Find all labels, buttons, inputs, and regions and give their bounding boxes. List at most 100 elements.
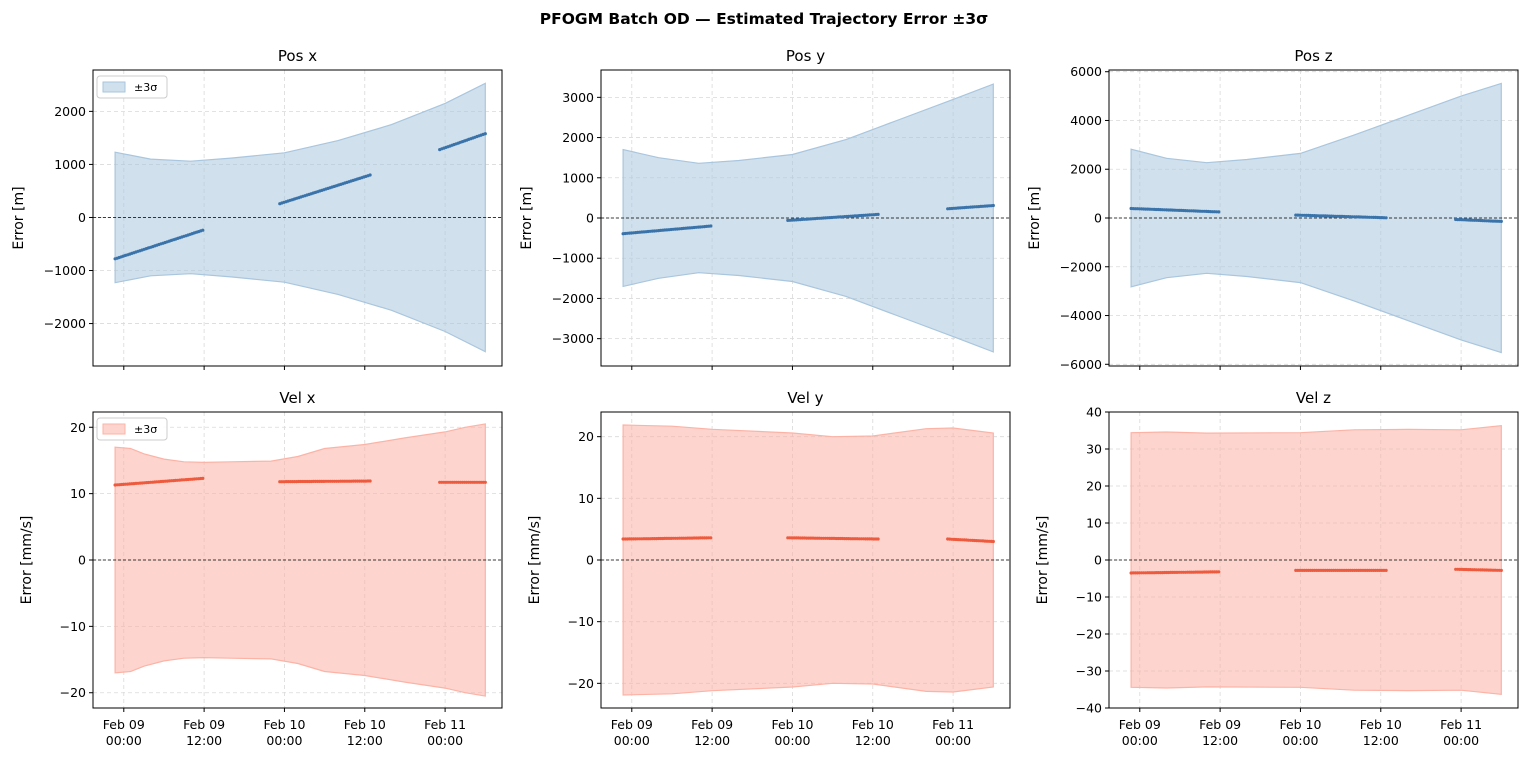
y-tick-label: −20 xyxy=(568,676,594,691)
y-tick-label: 20 xyxy=(578,429,594,444)
y-axis-label: Error [m] xyxy=(519,186,535,249)
residual-point xyxy=(876,537,880,541)
y-tick-label: −30 xyxy=(1076,664,1102,679)
y-tick-label: 10 xyxy=(1086,516,1102,531)
y-tick-label: −3000 xyxy=(552,331,594,346)
y-tick-label: 20 xyxy=(1086,479,1102,494)
x-tick-label: 12:00 xyxy=(1363,733,1399,748)
x-tick-label: Feb 11 xyxy=(932,717,974,732)
subplot-title: Pos x xyxy=(278,47,317,65)
y-tick-label: 10 xyxy=(578,491,594,506)
x-tick-label: 12:00 xyxy=(186,733,222,748)
y-axis-label: Error [mm/s] xyxy=(527,516,543,605)
y-tick-label: −20 xyxy=(1076,627,1102,642)
y-tick-label: 2000 xyxy=(1070,162,1102,177)
x-tick-label: 00:00 xyxy=(1443,733,1479,748)
x-tick-label: Feb 10 xyxy=(1360,717,1402,732)
residual-point xyxy=(991,203,995,208)
y-tick-label: 4000 xyxy=(1070,113,1102,128)
residual-point xyxy=(1499,568,1503,573)
residual-point xyxy=(368,479,372,483)
y-tick-label: −10 xyxy=(60,619,86,634)
y-tick-label: −2000 xyxy=(1060,259,1102,274)
x-tick-label: Feb 09 xyxy=(1199,717,1241,732)
x-tick-label: 00:00 xyxy=(1122,733,1158,748)
residual-point xyxy=(991,539,995,544)
x-tick-label: 00:00 xyxy=(614,733,650,748)
residual-point xyxy=(709,224,713,228)
y-tick-label: 2000 xyxy=(54,104,86,119)
residual-point xyxy=(876,212,880,216)
x-tick-label: Feb 09 xyxy=(691,717,733,732)
y-tick-label: 3000 xyxy=(562,90,594,105)
x-tick-label: 00:00 xyxy=(106,733,142,748)
y-tick-label: 30 xyxy=(1086,442,1102,457)
subplot-pos-x: −2000 −1000 0 1000 2000 Pos x Error [m] ±3σ xyxy=(11,47,503,370)
subplot-title: Vel y xyxy=(787,389,823,407)
subplot-title: Pos z xyxy=(1294,47,1332,65)
y-tick-label: 40 xyxy=(1086,405,1102,420)
y-tick-label: −20 xyxy=(60,685,86,700)
y-axis-label: Error [mm/s] xyxy=(1035,516,1051,605)
axes-frame xyxy=(92,69,503,367)
y-axis-label: Error [mm/s] xyxy=(19,516,35,605)
legend: ±3σ xyxy=(96,75,168,99)
y-tick-label: −1000 xyxy=(552,251,594,266)
y-tick-label: 0 xyxy=(1094,211,1102,226)
y-tick-label: −10 xyxy=(1076,590,1102,605)
subplot-title: Pos y xyxy=(786,47,825,65)
x-tick-label: 12:00 xyxy=(1202,733,1238,748)
y-tick-label: 20 xyxy=(70,420,86,435)
x-tick-label: 12:00 xyxy=(694,733,730,748)
x-tick-label: Feb 11 xyxy=(1440,717,1482,732)
subplot-pos-y: −3000 −2000 −1000 0 1000 2000 3000 Pos y Error [… xyxy=(519,47,1011,370)
y-axis-label: Error [m] xyxy=(11,186,27,249)
y-tick-label: −2000 xyxy=(44,316,86,331)
x-tick-label: Feb 10 xyxy=(263,717,305,732)
y-tick-label: 0 xyxy=(78,553,86,568)
residual-point xyxy=(1384,216,1388,220)
subplot-title: Vel x xyxy=(279,389,315,407)
residual-point xyxy=(709,536,713,540)
x-tick-label: 00:00 xyxy=(266,733,302,748)
y-tick-label: 0 xyxy=(586,211,594,226)
y-tick-label: 10 xyxy=(70,486,86,501)
y-tick-label: 1000 xyxy=(562,170,594,185)
legend-swatch xyxy=(102,423,126,435)
y-tick-label: −10 xyxy=(568,614,594,629)
y-tick-label: −40 xyxy=(1076,701,1102,716)
y-tick-label: −6000 xyxy=(1060,357,1102,372)
x-tick-label: Feb 10 xyxy=(1279,717,1321,732)
residual-point xyxy=(1217,570,1221,574)
x-tick-label: Feb 09 xyxy=(611,717,653,732)
legend-label: ±3σ xyxy=(134,81,157,94)
x-tick-label: Feb 10 xyxy=(771,717,813,732)
y-tick-label: −1000 xyxy=(44,263,86,278)
y-tick-label: 6000 xyxy=(1070,64,1102,79)
y-tick-label: 0 xyxy=(586,553,594,568)
residual-point xyxy=(201,476,205,480)
residual-point xyxy=(483,132,487,136)
residual-point xyxy=(1217,210,1221,214)
legend-swatch xyxy=(102,81,126,93)
legend: ±3σ xyxy=(96,417,168,441)
x-tick-label: 00:00 xyxy=(427,733,463,748)
y-tick-label: 1000 xyxy=(54,157,86,172)
y-tick-label: −2000 xyxy=(552,291,594,306)
subplot-title: Vel z xyxy=(1296,389,1331,407)
residual-point xyxy=(201,228,205,232)
residual-point xyxy=(1384,568,1388,573)
y-tick-label: −4000 xyxy=(1060,308,1102,323)
x-tick-label: 12:00 xyxy=(347,733,383,748)
residual-point xyxy=(368,173,372,177)
x-tick-label: Feb 09 xyxy=(103,717,145,732)
x-tick-label: Feb 10 xyxy=(344,717,386,732)
x-tick-label: Feb 09 xyxy=(1119,717,1161,732)
figure-suptitle: PFOGM Batch OD — Estimated Trajectory Er… xyxy=(540,10,988,28)
y-tick-label: 2000 xyxy=(562,130,594,145)
x-tick-label: 00:00 xyxy=(774,733,810,748)
